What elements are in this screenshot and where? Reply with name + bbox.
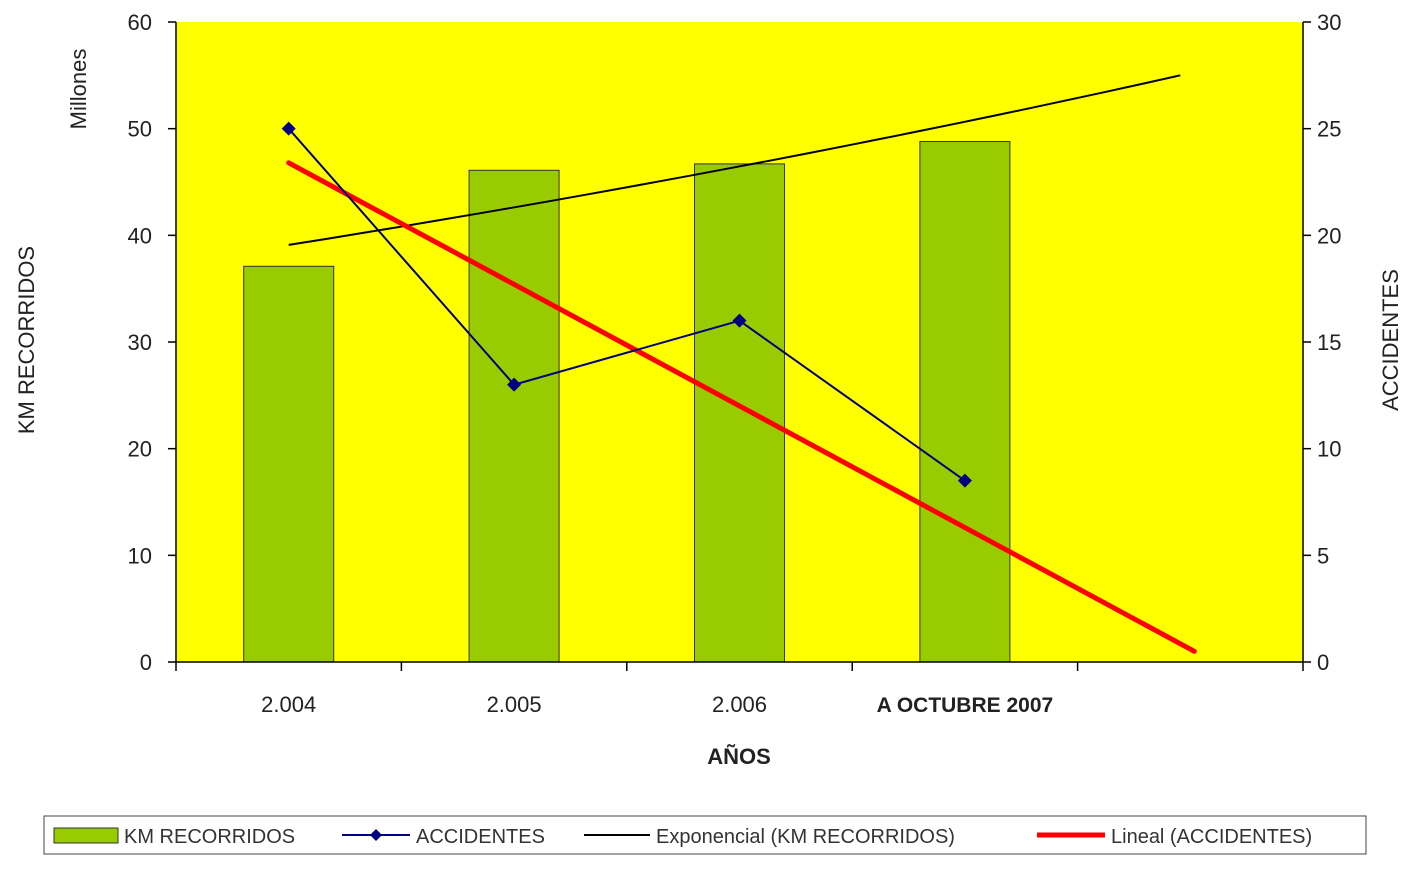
- bar-km-2: [694, 163, 785, 663]
- y2-tick-label-25: 25: [1317, 117, 1341, 142]
- y2-tick-label-5: 5: [1317, 543, 1329, 568]
- y2-tick-label-30: 30: [1317, 10, 1341, 35]
- x-category-label-1: 2.005: [487, 692, 542, 717]
- axes-group: 0 10 20 30 40 50 60 0 5 10 15 20 25 30 2.004 2.005 2.006…: [128, 10, 1342, 717]
- y-tick-label-60: 60: [128, 10, 152, 35]
- bars-group: [243, 141, 1011, 663]
- bar-km-3: [919, 141, 1011, 663]
- y2-tick-label-20: 20: [1317, 223, 1341, 248]
- marker-accidentes-2: [732, 313, 747, 328]
- legend-label-accidentes: ACCIDENTES: [416, 826, 545, 848]
- y2-tick-label-0: 0: [1317, 650, 1329, 675]
- marker-accidentes-3: [957, 473, 972, 488]
- trendline-exponential: [288, 74, 1181, 246]
- y-axis-title: KM RECORRIDOS: [14, 246, 39, 434]
- marker-accidentes-1: [507, 377, 522, 392]
- x-category-label-2: 2.006: [712, 692, 767, 717]
- x-category-label-0: 2.004: [261, 692, 316, 717]
- legend-swatch-km: [53, 827, 119, 844]
- trendline-linear: [286, 160, 1197, 654]
- bar-km-1: [468, 169, 560, 663]
- y-tick-label-30: 30: [128, 330, 152, 355]
- x-category-label-3: A OCTUBRE 2007: [877, 694, 1054, 717]
- y-tick-label-10: 10: [128, 543, 152, 568]
- legend-marker-accidentes: [370, 829, 382, 841]
- y-tick-label-20: 20: [128, 437, 152, 462]
- legend-label-km: KM RECORRIDOS: [124, 826, 295, 848]
- legend-box: [43, 815, 1367, 855]
- y2-axis-title: ACCIDENTES: [1378, 269, 1403, 411]
- y-tick-label-50: 50: [128, 117, 152, 142]
- legend-label-exponencial: Exponencial (KM RECORRIDOS): [656, 826, 955, 848]
- bar-km-0: [243, 265, 335, 663]
- y-tick-label-0: 0: [140, 650, 152, 675]
- line-accidentes: [287, 128, 966, 482]
- y2-tick-label-15: 15: [1317, 330, 1341, 355]
- legend: KM RECORRIDOS ACCIDENTES Exponencial (KM…: [43, 815, 1367, 855]
- legend-label-lineal: Lineal (ACCIDENTES): [1111, 826, 1312, 848]
- y-tick-label-40: 40: [128, 223, 152, 248]
- y2-tick-label-10: 10: [1317, 437, 1341, 462]
- y-axis-units: Millones: [66, 49, 91, 130]
- x-axis-title: AÑOS: [707, 744, 771, 769]
- marker-accidentes-0: [281, 121, 296, 136]
- trendlines-group: [286, 74, 1197, 654]
- lines-group: [281, 121, 972, 488]
